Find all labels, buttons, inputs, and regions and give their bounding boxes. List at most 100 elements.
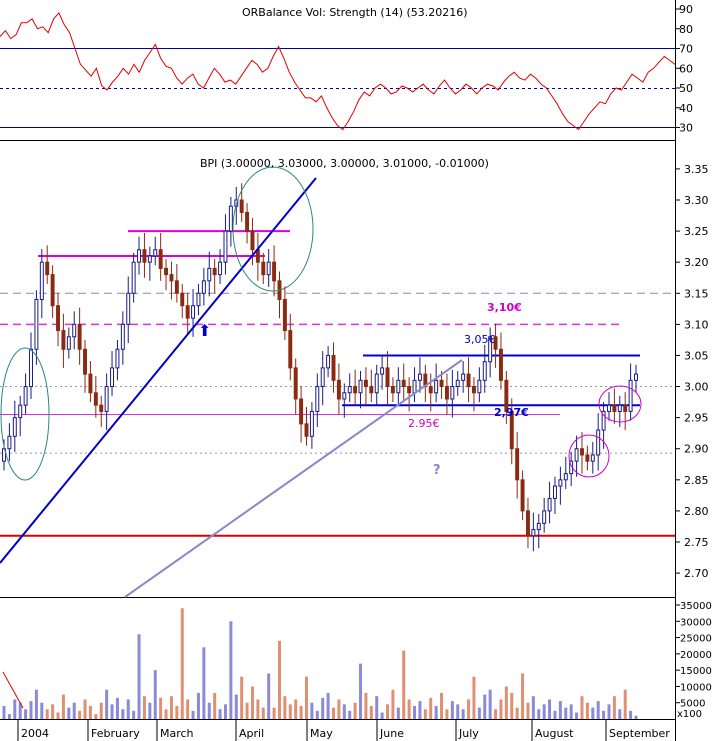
- highlight-ellipse-january: [0, 347, 50, 481]
- volume-bar: [78, 710, 82, 719]
- candle-body: [272, 261, 277, 282]
- volume-red-marker: [2, 671, 24, 709]
- volume-bar: [488, 689, 492, 719]
- candle-body: [77, 323, 82, 350]
- candle-body: [628, 379, 633, 412]
- volume-bar: [332, 707, 336, 719]
- candle-body: [315, 386, 320, 412]
- price-tick-label: 2.90: [684, 443, 709, 456]
- volume-bar: [121, 709, 125, 719]
- candle-body: [56, 305, 60, 332]
- volume-bar: [56, 712, 60, 719]
- volume-bar: [364, 692, 368, 719]
- rsi-panel: 90 80 70 60 50 40 30 ORBalance Vol: Strength (…: [0, 3, 693, 135]
- rsi-axis: 90 80 70 60 50 40 30: [675, 3, 693, 135]
- annotation-question: ?: [433, 463, 441, 478]
- rsi-line: [0, 11, 676, 131]
- volume-bar: [34, 689, 38, 719]
- candle-body: [207, 267, 212, 282]
- candle-body: [358, 379, 363, 394]
- volume-bar: [580, 696, 584, 719]
- volume-bar: [51, 704, 55, 719]
- volume-tick-label: 5000: [680, 699, 705, 710]
- candle-body: [34, 298, 39, 350]
- volume-bar: [169, 696, 173, 719]
- volume-tick-label: 10000: [680, 682, 712, 693]
- candle-body: [428, 386, 433, 394]
- price-tick-label: 3.35: [684, 163, 709, 176]
- volume-bar: [467, 699, 471, 719]
- candle-body: [223, 230, 228, 263]
- rsi-tick-label: 40: [679, 102, 693, 115]
- volume-bar: [477, 707, 481, 719]
- candle-body: [45, 261, 50, 276]
- volume-bar: [213, 692, 217, 719]
- candle-body: [574, 448, 579, 462]
- volume-bar: [591, 707, 595, 719]
- candle-body: [88, 373, 93, 394]
- price-tick-label: 3.15: [684, 287, 709, 300]
- volume-bar: [413, 705, 417, 719]
- month-label: September: [609, 727, 670, 740]
- candle-body: [288, 330, 293, 369]
- volume-bar: [461, 709, 465, 719]
- volume-bar: [261, 707, 265, 719]
- volume-bar: [326, 692, 330, 719]
- highlight-ellipse-august: [568, 434, 610, 478]
- volume-bar: [72, 702, 76, 719]
- x-axis: 2004 February March April May June July August S…: [17, 719, 670, 741]
- candle-body: [580, 448, 584, 456]
- volume-bar: [148, 702, 152, 719]
- candle-body: [153, 249, 158, 257]
- candle-body: [563, 473, 568, 481]
- candle-body: [493, 336, 498, 350]
- annotation-310: 3,10€: [487, 301, 522, 314]
- candle-body: [331, 354, 336, 381]
- month-label: August: [535, 727, 574, 740]
- candle-body: [396, 379, 401, 394]
- candle-body: [498, 348, 503, 381]
- volume-bar: [359, 663, 363, 719]
- volume-bar: [494, 709, 498, 719]
- candle-body: [66, 336, 71, 350]
- highlight-ellipse-september: [598, 385, 642, 423]
- volume-bar: [310, 702, 314, 719]
- volume-bar: [218, 709, 222, 719]
- candle-body: [320, 367, 325, 388]
- candle-body: [201, 280, 206, 294]
- volume-bar: [504, 686, 508, 719]
- volume-bar: [483, 694, 487, 719]
- candle-body: [137, 249, 142, 263]
- month-label: February: [91, 727, 140, 740]
- volume-unit-label: x100: [677, 709, 702, 720]
- candle-body: [553, 485, 557, 499]
- volume-bar: [542, 704, 546, 719]
- volume-bar: [602, 710, 606, 719]
- volume-bar: [440, 692, 444, 719]
- volume-bar: [612, 696, 616, 719]
- price-tick-label: 3.30: [684, 194, 709, 207]
- candle-body: [293, 367, 298, 400]
- candle-body: [515, 448, 520, 481]
- volume-bar: [283, 696, 287, 719]
- volume-bar: [429, 697, 433, 719]
- candle-body: [180, 292, 185, 307]
- volume-tick-label: 25000: [680, 634, 712, 645]
- candle-body: [380, 367, 385, 375]
- volume-bar: [40, 702, 44, 719]
- volume-bar: [29, 701, 33, 719]
- rsi-tick-label: 30: [679, 122, 693, 135]
- volume-bar: [526, 702, 530, 719]
- volume-bar: [499, 699, 503, 719]
- candle-body: [218, 261, 223, 276]
- price-tick-label: 2.75: [684, 536, 709, 549]
- candle-body: [23, 386, 28, 406]
- candle-body: [83, 348, 87, 375]
- candle-body: [50, 274, 55, 307]
- month-label: March: [160, 727, 194, 740]
- candle-body: [607, 404, 611, 412]
- price-tick-label: 3.05: [684, 349, 709, 362]
- candlesticks: [2, 183, 638, 552]
- candle-body: [131, 261, 136, 294]
- volume-bar: [250, 686, 254, 719]
